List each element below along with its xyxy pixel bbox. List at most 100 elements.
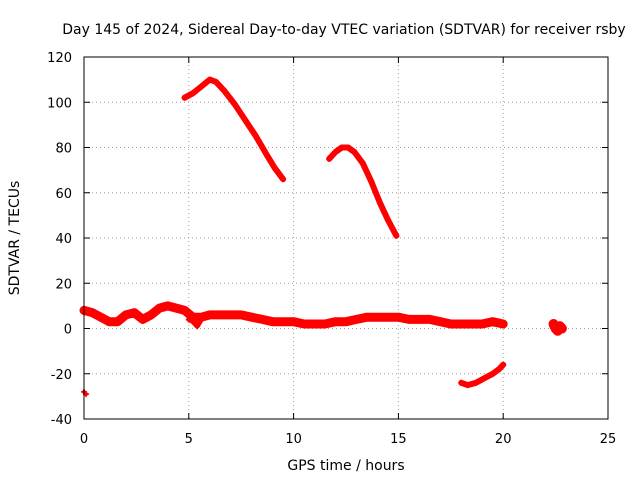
data-point bbox=[345, 144, 352, 151]
data-point bbox=[550, 320, 557, 327]
data-point bbox=[395, 314, 402, 321]
data-point bbox=[458, 320, 465, 327]
data-point bbox=[227, 311, 234, 318]
series-line bbox=[326, 144, 400, 239]
data-point bbox=[198, 83, 205, 90]
data-point bbox=[332, 149, 339, 156]
data-point bbox=[376, 198, 383, 205]
series-2 bbox=[326, 144, 400, 239]
x-tick-label: 5 bbox=[185, 432, 193, 447]
data-point bbox=[479, 320, 486, 327]
data-point bbox=[148, 311, 155, 318]
data-point bbox=[221, 87, 228, 94]
data-point bbox=[238, 311, 245, 318]
data-point bbox=[468, 320, 475, 327]
series-4 bbox=[548, 319, 567, 336]
data-point bbox=[326, 155, 333, 162]
y-tick-label: 80 bbox=[55, 142, 72, 157]
data-point bbox=[393, 232, 400, 239]
y-axis-label: SDTVAR / TECUs bbox=[7, 181, 23, 296]
data-point bbox=[437, 318, 444, 325]
data-point bbox=[181, 94, 188, 101]
data-point bbox=[259, 316, 266, 323]
y-tick-label: -40 bbox=[51, 413, 72, 428]
data-point bbox=[185, 316, 192, 323]
data-point bbox=[558, 325, 565, 332]
data-point bbox=[554, 327, 561, 334]
y-tick-label: 40 bbox=[55, 232, 72, 247]
data-point bbox=[351, 149, 358, 156]
chart-title: Day 145 of 2024, Sidereal Day-to-day VTE… bbox=[62, 22, 625, 38]
data-point bbox=[332, 318, 339, 325]
series-6 bbox=[81, 388, 90, 398]
data-point bbox=[114, 318, 121, 325]
tick-layer: 0 5 10 15 20 25 -40 -20 0 20 40 60 80 100 120 bbox=[47, 51, 616, 447]
data-point bbox=[156, 305, 163, 312]
data-point bbox=[472, 379, 479, 386]
y-tick-label: 0 bbox=[64, 323, 72, 338]
data-point bbox=[368, 178, 375, 185]
data-point bbox=[481, 375, 488, 382]
y-tick-label: -20 bbox=[51, 368, 72, 383]
data-point bbox=[252, 133, 259, 140]
data-point bbox=[311, 320, 318, 327]
series-line bbox=[458, 361, 507, 389]
series-1 bbox=[181, 76, 287, 183]
data-point bbox=[173, 305, 180, 312]
data-point bbox=[213, 78, 220, 85]
data-point bbox=[206, 76, 213, 83]
plot-frame bbox=[83, 56, 609, 420]
data-point bbox=[500, 320, 507, 327]
data-point bbox=[280, 176, 287, 183]
x-tick-label: 10 bbox=[285, 432, 302, 447]
x-tick-label: 0 bbox=[80, 432, 88, 447]
data-point bbox=[405, 316, 412, 323]
x-tick-label: 20 bbox=[495, 432, 512, 447]
data-point bbox=[374, 314, 381, 321]
data-point bbox=[139, 316, 146, 323]
data-point bbox=[353, 316, 360, 323]
data-point bbox=[271, 164, 278, 171]
x-tick-label: 15 bbox=[390, 432, 407, 447]
data-point bbox=[343, 318, 349, 325]
data-point bbox=[194, 323, 201, 330]
data-point bbox=[97, 314, 104, 321]
data-point bbox=[263, 151, 270, 158]
data-point bbox=[189, 90, 196, 97]
data-point bbox=[280, 318, 287, 325]
y-tick-label: 100 bbox=[47, 96, 72, 111]
series-3 bbox=[458, 361, 507, 389]
data-point bbox=[242, 117, 249, 124]
data-point bbox=[231, 101, 238, 108]
data-point bbox=[164, 302, 171, 309]
series-5 bbox=[185, 311, 209, 330]
data-point bbox=[416, 316, 423, 323]
data-point bbox=[464, 382, 471, 389]
data-series-layer bbox=[79, 76, 567, 398]
data-point bbox=[131, 309, 138, 316]
data-point bbox=[384, 314, 391, 321]
y-tick-label: 20 bbox=[55, 277, 72, 292]
data-point bbox=[181, 307, 188, 314]
data-point bbox=[198, 316, 205, 323]
data-point bbox=[426, 316, 433, 323]
data-point bbox=[106, 318, 113, 325]
data-point bbox=[359, 160, 366, 167]
data-point bbox=[496, 366, 503, 373]
data-point bbox=[458, 379, 465, 386]
data-point bbox=[489, 370, 496, 377]
data-point bbox=[89, 309, 96, 316]
data-point bbox=[290, 318, 297, 325]
data-point bbox=[384, 216, 391, 223]
data-point bbox=[122, 311, 129, 318]
data-point bbox=[189, 318, 196, 325]
data-point bbox=[217, 311, 224, 318]
series-0 bbox=[79, 301, 508, 329]
data-point bbox=[338, 144, 345, 151]
data-point bbox=[500, 361, 507, 368]
y-tick-label: 120 bbox=[47, 51, 72, 66]
data-point bbox=[363, 314, 370, 321]
data-point bbox=[301, 320, 308, 327]
data-point bbox=[248, 314, 255, 321]
